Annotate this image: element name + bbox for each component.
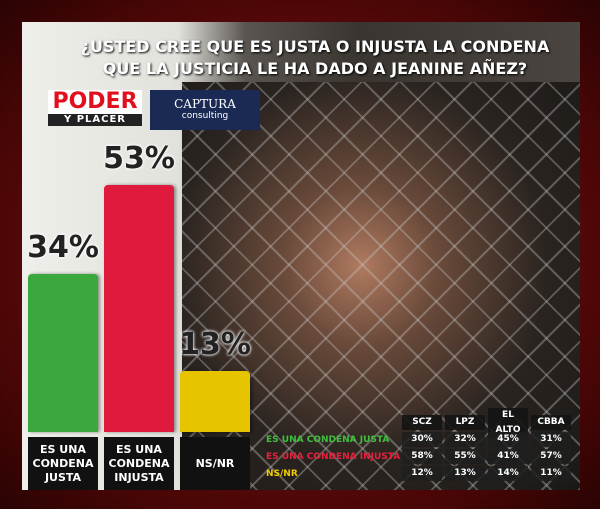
table-cell: 11%: [531, 466, 571, 481]
logo-captura: CAPTURA consulting: [150, 90, 260, 130]
table-cell: 13%: [445, 466, 485, 481]
value-label: 53%: [103, 141, 175, 177]
table-row: ES UNA CONDENA JUSTA 30% 32% 45% 31%: [262, 431, 580, 448]
bar: [104, 185, 174, 432]
table-row: NS/NR 12% 13% 14% 11%: [262, 465, 580, 482]
bar: [180, 371, 250, 432]
logo-text: Y PLACER: [48, 114, 142, 126]
table-header: SCZ LPZ EL ALTO CBBA: [262, 407, 580, 438]
row-label: ES UNA CONDENA INJUSTA: [266, 451, 401, 462]
category-label: ES UNA CONDENA INJUSTA: [104, 437, 174, 490]
table-cell: 45%: [488, 432, 528, 447]
table-cell: 12%: [402, 466, 442, 481]
table-cell: 31%: [531, 432, 571, 447]
row-label: ES UNA CONDENA JUSTA: [266, 434, 390, 445]
chart-title: ¿USTED CREE QUE ES JUSTA O INJUSTA LA CO…: [80, 37, 550, 78]
bar: [28, 273, 98, 432]
logo-text: CAPTURA: [174, 97, 236, 111]
category-label: ES UNA CONDENA JUSTA: [28, 437, 98, 490]
category-label: NS/NR: [180, 437, 250, 490]
column-header: CBBA: [531, 415, 571, 430]
column-header: SCZ: [402, 415, 442, 430]
logo-text: PODER: [52, 89, 138, 114]
value-label: 34%: [27, 229, 99, 265]
table-cell: 32%: [445, 432, 485, 447]
value-label: 13%: [179, 327, 251, 363]
table-cell: 55%: [445, 449, 485, 464]
row-label: NS/NR: [266, 468, 298, 479]
table-cell: 14%: [488, 466, 528, 481]
logo-poder: PODER Y PLACER: [48, 90, 142, 126]
table-row: ES UNA CONDENA INJUSTA 58% 55% 41% 57%: [262, 448, 580, 465]
region-table: SCZ LPZ EL ALTO CBBA ES UNA CONDENA JUSTA 30%…: [262, 407, 580, 482]
table-cell: 58%: [402, 449, 442, 464]
table-cell: 57%: [531, 449, 571, 464]
logo-text: consulting: [181, 111, 229, 121]
table-cell: 30%: [402, 432, 442, 447]
table-cell: 41%: [488, 449, 528, 464]
column-header: LPZ: [445, 415, 485, 430]
